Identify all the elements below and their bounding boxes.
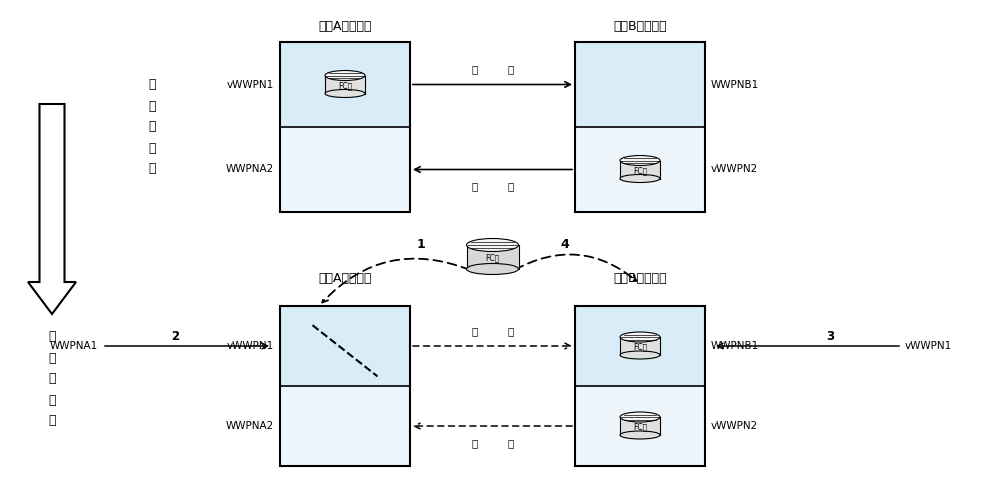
Text: vWWPN2: vWWPN2: [711, 165, 758, 175]
Text: 1: 1: [416, 239, 425, 252]
Bar: [280, 306, 410, 386]
Bar: [280, 127, 410, 212]
Text: 主: 主: [471, 64, 478, 75]
Bar: [620, 417, 660, 435]
Text: WWPNA1: WWPNA1: [50, 341, 98, 351]
Ellipse shape: [620, 351, 660, 359]
Ellipse shape: [620, 431, 660, 439]
Text: 主: 主: [507, 182, 514, 192]
Bar: [280, 386, 410, 466]
Text: WWPNB1: WWPNB1: [711, 79, 759, 90]
Text: 节点B（接管）: 节点B（接管）: [613, 272, 667, 285]
Text: FC卷: FC卷: [338, 81, 352, 90]
Text: vWWPN1: vWWPN1: [905, 341, 952, 351]
Bar: [575, 306, 705, 386]
Text: 光
纤
卡
端
口: 光 纤 卡 端 口: [48, 331, 56, 427]
Text: FC卷: FC卷: [633, 423, 647, 431]
Text: 3: 3: [826, 330, 834, 343]
Text: vWWPN1: vWWPN1: [227, 79, 274, 90]
Ellipse shape: [466, 239, 518, 252]
Bar: [575, 42, 705, 212]
Ellipse shape: [620, 412, 660, 422]
Ellipse shape: [466, 263, 518, 274]
Ellipse shape: [325, 71, 365, 80]
Text: 2: 2: [171, 330, 179, 343]
Ellipse shape: [620, 155, 660, 166]
Text: WWPNA2: WWPNA2: [226, 421, 274, 431]
Text: 备: 备: [507, 326, 514, 336]
Text: 光
纤
卡
端
口: 光 纤 卡 端 口: [148, 78, 156, 176]
Bar: [280, 306, 410, 466]
Text: vWWPN2: vWWPN2: [711, 421, 758, 431]
Text: WWPNB1: WWPNB1: [711, 341, 759, 351]
Text: 主: 主: [471, 326, 478, 336]
Text: WWPNA2: WWPNA2: [226, 165, 274, 175]
Text: FC卷: FC卷: [633, 166, 647, 175]
FancyArrow shape: [28, 104, 76, 314]
Text: 备: 备: [507, 64, 514, 75]
Bar: [575, 127, 705, 212]
Text: 4: 4: [560, 239, 569, 252]
Ellipse shape: [620, 332, 660, 342]
Bar: [620, 337, 660, 355]
Text: 备: 备: [471, 438, 478, 448]
Bar: [575, 386, 705, 466]
Text: 主: 主: [507, 438, 514, 448]
Ellipse shape: [325, 90, 365, 97]
Text: 节点A（正常）: 节点A（正常）: [318, 19, 372, 32]
Text: 备: 备: [471, 182, 478, 192]
Bar: [325, 76, 365, 93]
Text: vWWPN1: vWWPN1: [227, 341, 274, 351]
Ellipse shape: [620, 175, 660, 182]
Text: 节点B（正常）: 节点B（正常）: [613, 19, 667, 32]
Bar: [575, 306, 705, 466]
Bar: [280, 42, 410, 127]
Bar: [575, 42, 705, 127]
Bar: [280, 42, 410, 212]
Text: 节点A（关机）: 节点A（关机）: [318, 272, 372, 285]
Text: FC卷: FC卷: [633, 342, 647, 351]
Text: FC卷: FC卷: [485, 254, 500, 263]
Bar: [466, 245, 518, 269]
Bar: [620, 161, 660, 179]
